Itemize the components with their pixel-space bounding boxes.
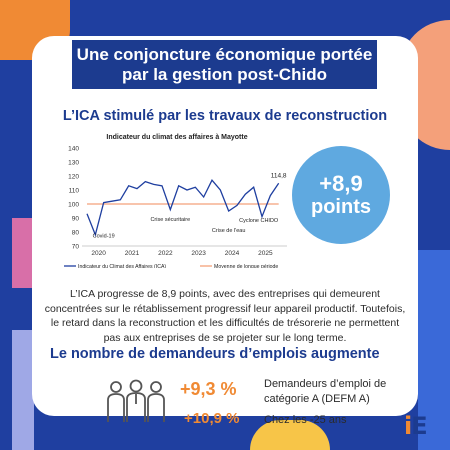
- chart-annotation: Crise de l'eau: [212, 228, 245, 234]
- x-tick-label: 2021: [125, 250, 140, 257]
- stat-under25-value: +10,9 %: [184, 410, 240, 427]
- badge-value: +8,9: [319, 171, 363, 196]
- page-title: Une conjoncture économique portée par la…: [72, 40, 377, 89]
- x-tick-label: 2022: [158, 250, 173, 257]
- ica-paragraph: L’ICA progresse de 8,9 points, avec des …: [44, 288, 406, 344]
- chart-annotation: Covid-19: [93, 234, 115, 240]
- y-tick-label: 120: [68, 174, 79, 181]
- ica-subtitle: L’ICA stimulé par les travaux de reconst…: [62, 108, 388, 124]
- bg-shape-lilac-left: [12, 330, 34, 450]
- y-tick-label: 70: [72, 244, 80, 251]
- legend-label-average: Moyenne de longue période: [214, 264, 278, 268]
- x-tick-label: 2024: [225, 250, 240, 257]
- ica-line-chart: Indicateur du climat des affaires à Mayo…: [64, 134, 287, 268]
- bg-shape-pink-left: [12, 218, 34, 288]
- y-tick-label: 90: [72, 216, 80, 223]
- y-tick-label: 100: [68, 202, 79, 209]
- legend-label-ica: Indicateur du Climat des Affaires (ICA): [78, 264, 166, 268]
- iedom-logo: iE: [404, 412, 428, 440]
- series-line-ica: [86, 179, 280, 237]
- stat-under25-label: Chez les -25 ans: [264, 414, 347, 426]
- bg-shape-blue-right: [418, 250, 450, 450]
- x-tick-label: 2025: [258, 250, 273, 257]
- x-tick-label: 2020: [91, 250, 106, 257]
- chart-annotation: Crise sécuritaire: [150, 217, 190, 223]
- ica-increase-badge: +8,9 points: [292, 146, 390, 244]
- x-tick-label: 2023: [191, 250, 206, 257]
- people-group-icon: [107, 379, 165, 422]
- data-label-last: 114,8: [271, 172, 287, 179]
- y-tick-label: 140: [68, 146, 79, 153]
- badge-unit: points: [311, 196, 371, 218]
- employment-section-title: Le nombre de demandeurs d’emplois augmen…: [50, 346, 380, 362]
- stat-defm-a-label: Demandeurs d’emploi de catégorie A (DEFM…: [264, 378, 387, 405]
- y-tick-label: 110: [69, 188, 80, 195]
- infographic-card: Une conjoncture économique portée par la…: [32, 36, 428, 440]
- y-tick-label: 80: [72, 230, 80, 237]
- bg-shape-yellow-bottom: [250, 420, 330, 450]
- chart-annotation: Cyclone CHIDO: [239, 218, 279, 224]
- stat-defm-a-value: +9,3 %: [180, 379, 237, 399]
- chart-title: Indicateur du climat des affaires à Mayo…: [106, 134, 247, 141]
- y-tick-label: 130: [68, 160, 79, 167]
